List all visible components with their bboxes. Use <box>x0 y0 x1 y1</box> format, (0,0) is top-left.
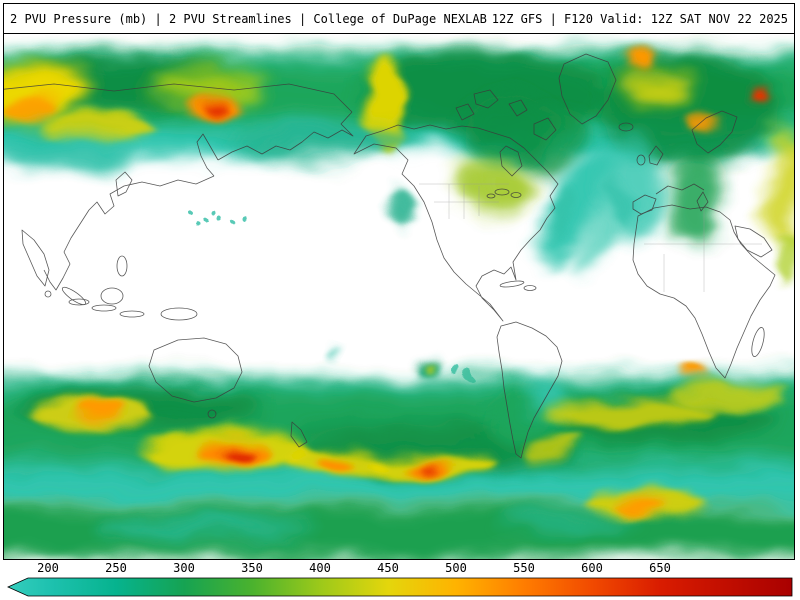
pvu-map-svg <box>4 34 794 559</box>
colorbar-label: 550 <box>513 561 535 575</box>
map-panel: 2 PVU Pressure (mb) | 2 PVU Streamlines … <box>3 3 795 560</box>
colorbar-label: 200 <box>37 561 59 575</box>
pressure-field <box>4 52 794 559</box>
colorbar-label: 500 <box>445 561 467 575</box>
run-valid-title: 12Z GFS | F120 Valid: 12Z SAT NOV 22 202… <box>491 11 788 26</box>
header-bar: 2 PVU Pressure (mb) | 2 PVU Streamlines … <box>4 4 794 34</box>
colorbar-labels: 200 250 300 350 400 450 500 550 600 650 <box>0 561 800 576</box>
political-boundaries <box>419 183 762 292</box>
colorbar-label: 650 <box>649 561 671 575</box>
colorbar: 200 250 300 350 400 450 500 550 600 650 <box>0 561 800 600</box>
colorbar-label: 250 <box>105 561 127 575</box>
colorbar-label: 600 <box>581 561 603 575</box>
colorbar-label: 300 <box>173 561 195 575</box>
map-canvas <box>4 34 794 559</box>
product-title: 2 PVU Pressure (mb) | 2 PVU Streamlines … <box>10 11 487 26</box>
coastlines <box>4 53 776 459</box>
colorbar-gradient-bar <box>0 576 800 600</box>
colorbar-label: 400 <box>309 561 331 575</box>
colorbar-label: 350 <box>241 561 263 575</box>
colorbar-label: 450 <box>377 561 399 575</box>
colorbar-svg <box>7 577 793 597</box>
